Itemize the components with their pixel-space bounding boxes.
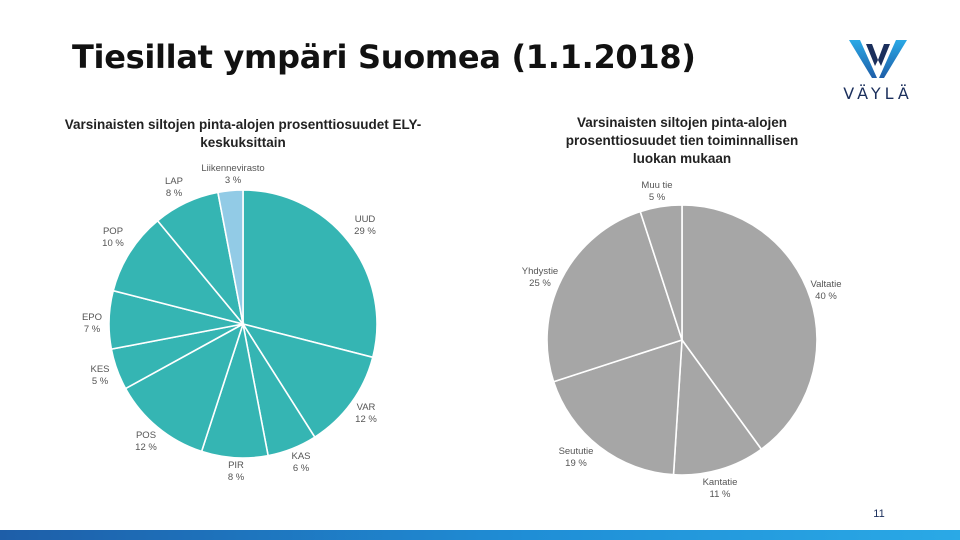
- chart1-slice-pop: [112, 219, 246, 326]
- logo-wordmark: VÄYLÄ: [843, 84, 913, 103]
- chart1-value-kas: 6 %: [293, 463, 310, 474]
- chart1-value-pop: 10 %: [102, 238, 124, 249]
- chart1-label-epo: EPO: [82, 312, 102, 323]
- chart1-value-pos: 12 %: [135, 442, 157, 453]
- chart1-title: Varsinaisten siltojen pinta-alojen prose…: [64, 117, 422, 150]
- chart1-label-uud: UUD: [355, 214, 376, 225]
- chart1-slice-var: [241, 322, 374, 439]
- chart1-value-uud: 29 %: [354, 226, 376, 237]
- chart2-slice-seututie: [552, 338, 683, 476]
- chart1-value-var: 12 %: [355, 414, 377, 425]
- chart1-slice-pos: [124, 322, 245, 453]
- chart1-value-liikennevirasto: 3 %: [225, 175, 242, 186]
- chart1-label-pos: POS: [136, 430, 156, 441]
- chart1-slice-uud: [242, 189, 378, 359]
- chart1-label-pir: PIR: [228, 460, 244, 471]
- page-number: 11: [873, 508, 885, 520]
- chart1-slice-liikennevirasto: [216, 189, 244, 325]
- chart2-label-muu-tie: Muu tie: [641, 180, 672, 191]
- chart2-value-valtatie: 40 %: [815, 291, 837, 302]
- chart1-value-pir: 8 %: [228, 472, 245, 483]
- chart2-value-yhdystie: 25 %: [529, 278, 551, 289]
- chart1-label-pop: POP: [103, 226, 123, 237]
- chart2-slice-valtatie: [681, 204, 818, 451]
- chart2-value-kantatie: 11 %: [710, 489, 732, 500]
- chart1-value-lap: 8 %: [166, 188, 183, 199]
- chart1-value-epo: 7 %: [84, 324, 101, 335]
- chart2-slice-yhdystie: [546, 210, 684, 383]
- chart1-label-liikennevirasto: Liikennevirasto: [201, 163, 264, 174]
- chart1-label-kes: KES: [90, 364, 109, 375]
- vayla-logo: VÄYLÄ: [836, 38, 920, 108]
- chart1-label-lap: LAP: [165, 176, 183, 187]
- chart2-label-yhdystie: Yhdystie: [522, 266, 558, 277]
- chart2-slice-muu-tie: [639, 204, 683, 341]
- slide-title: Tiesillat ympäri Suomea (1.1.2018): [72, 38, 696, 76]
- chart2-label-seututie: Seututie: [559, 446, 594, 457]
- chart2-value-seututie: 19 %: [565, 458, 587, 469]
- chart2-label-valtatie: Valtatie: [811, 279, 842, 290]
- bottom-accent-bar: [0, 530, 960, 540]
- vayla-v-logo-icon: [849, 40, 907, 78]
- chart2-title: Varsinaisten siltojen pinta-alojen prose…: [565, 115, 799, 166]
- chart2-value-muu-tie: 5 %: [649, 192, 666, 203]
- chart1-label-var: VAR: [357, 402, 376, 413]
- chart2-slice-kantatie: [672, 337, 763, 476]
- chart1-label-kas: KAS: [291, 451, 310, 462]
- chart1-value-kes: 5 %: [92, 376, 109, 387]
- chart2-label-kantatie: Kantatie: [703, 477, 738, 488]
